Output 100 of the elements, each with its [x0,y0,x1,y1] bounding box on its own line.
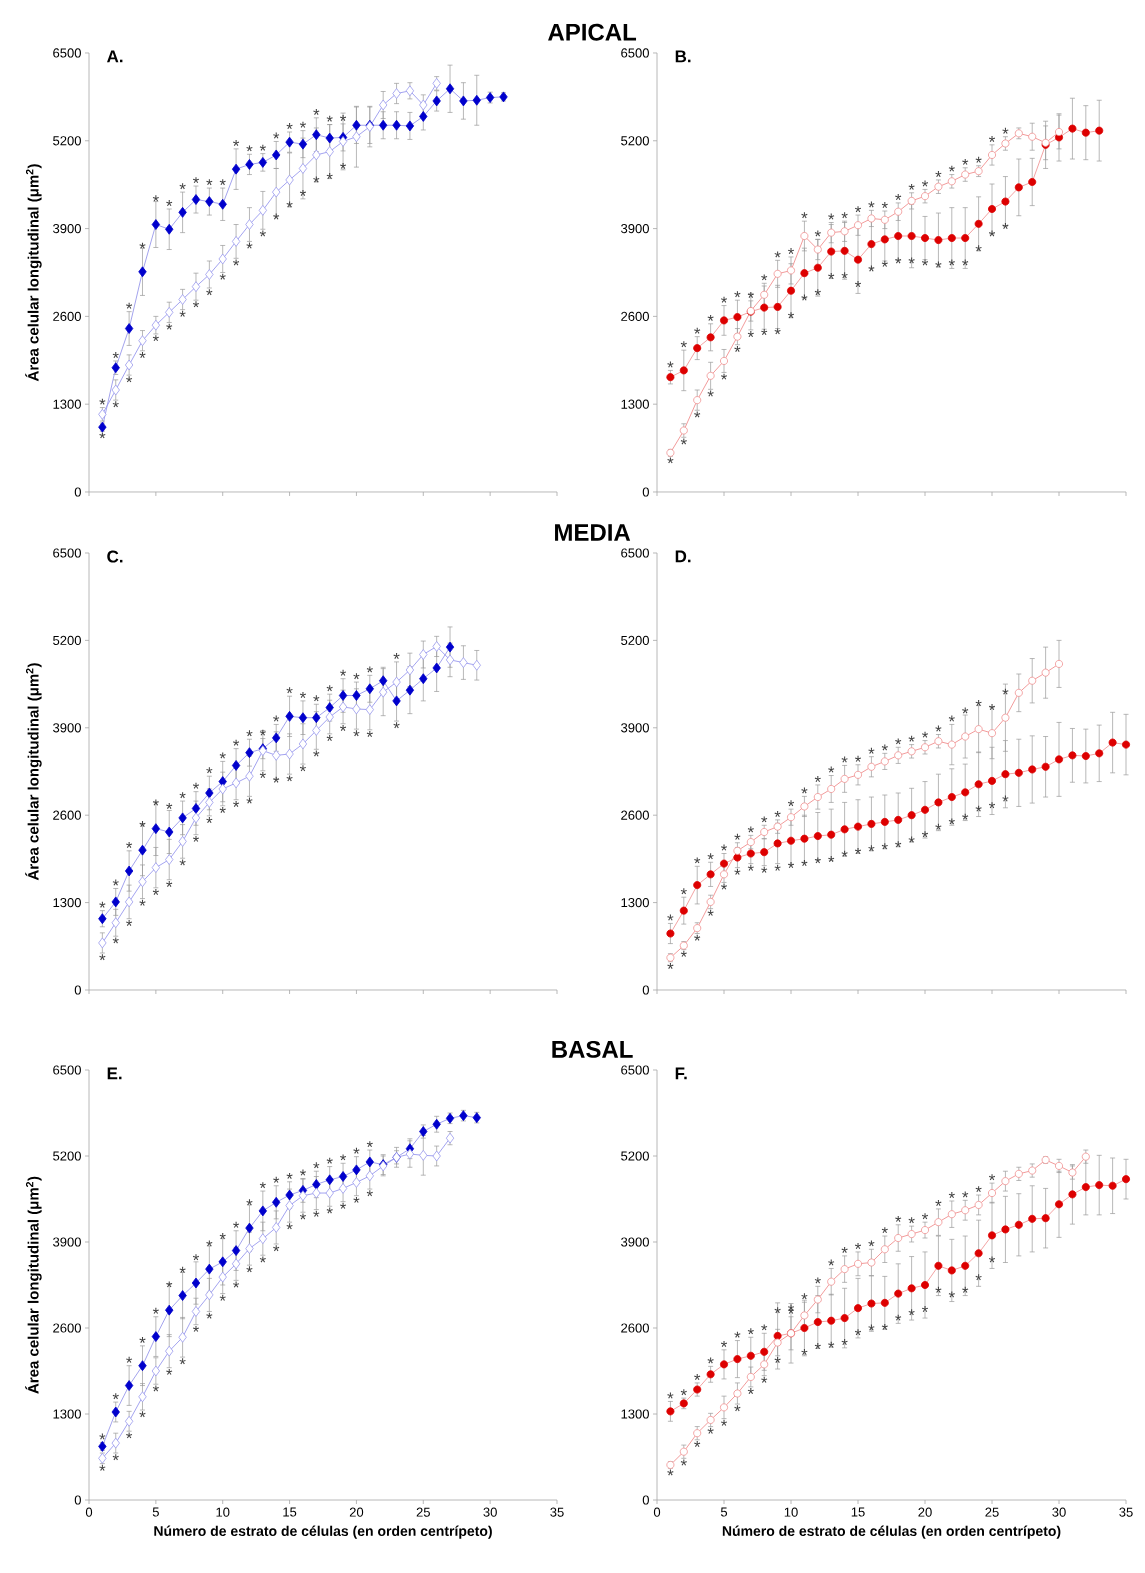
x-tick-label: 15 [283,1507,297,1517]
data-label: * [720,844,728,851]
data-label: * [219,273,226,280]
data-label: * [921,1213,929,1220]
data-label: * [921,1306,929,1313]
data-label: * [680,341,687,348]
data-label: * [908,1309,915,1316]
data-label: * [273,1176,280,1183]
data-label: * [166,880,173,887]
data-label: * [720,1340,728,1347]
data-label: * [139,1411,146,1418]
data-label: * [801,212,808,219]
y-tick-label: 6500 [53,548,81,558]
data-label: * [935,171,942,178]
data-label: * [975,1274,982,1281]
data-label: * [948,1291,955,1298]
data-label: * [814,230,821,237]
y-tick-label: 0 [642,1495,649,1505]
data-label: * [246,145,253,152]
data-label: * [680,1459,687,1466]
data-label: * [353,730,360,737]
data-label: * [747,291,754,298]
data-label: * [206,767,213,774]
data-label: * [935,1286,942,1293]
data-label: * [139,821,146,828]
data-label: * [962,1191,969,1198]
data-label: * [326,735,333,742]
data-label: * [707,1357,714,1364]
data-label: * [841,850,848,857]
data-label: * [206,1312,213,1319]
data-label: * [948,259,955,266]
y-tick-label: 1300 [53,1409,81,1419]
data-label: * [340,724,347,731]
text: BASAL [552,1040,633,1058]
data-label: * [720,1419,728,1426]
data-label: * [734,868,741,875]
data-label: * [667,1392,674,1399]
x-tick-label: 5 [720,1507,728,1517]
data-label: * [179,183,186,190]
data-label: * [948,818,955,825]
data-label: * [747,331,754,338]
y-tick-label: 0 [74,1495,81,1505]
data-label: * [99,1464,106,1471]
data-label: * [975,1186,982,1193]
data-label: * [895,738,902,745]
data-label: * [99,398,106,405]
data-label: * [313,1162,320,1169]
data-label: * [1002,688,1009,695]
data-label: * [854,206,862,213]
data-label: * [854,281,862,288]
data-label: * [299,121,306,128]
y-tick-label: 5200 [53,1151,81,1161]
data-label: * [192,301,200,308]
data-label: * [988,802,996,809]
data-label: * [895,257,902,264]
data-label: * [259,772,266,778]
data-label: * [179,1358,186,1365]
data-label: * [774,1307,781,1314]
x-axis-title: Número de estrato de células (en orden centrípeto) [722,1525,1061,1539]
data-label: * [761,274,768,281]
data-label: * [152,195,159,202]
data-label: * [393,653,400,659]
data-label: * [908,735,915,742]
y-axis-title: Área celular longitudinal (μm$^{2}$) [25,1176,42,1394]
x-tick-label: 35 [550,1507,564,1517]
data-label: * [192,177,200,184]
data-label: * [694,327,701,334]
data-label: * [219,1233,226,1240]
data-label: * [393,722,400,729]
y-tick-label: 1300 [621,1409,649,1419]
data-label: * [828,766,835,773]
data-label: * [908,836,915,843]
data-label: * [273,213,280,220]
y-tick-label: 2600 [53,810,81,820]
y-tick-label: 5200 [53,136,81,146]
data-label: * [366,1190,373,1197]
data-label: * [667,457,674,464]
x-tick-label: 10 [216,1507,230,1517]
data-label: * [747,864,754,871]
data-label: * [694,1374,701,1380]
data-label: * [179,1266,186,1273]
data-label: * [801,787,808,794]
data-label: * [340,1202,347,1209]
chart-title: B. [675,50,691,63]
data-label: * [139,242,146,249]
data-label: * [667,361,674,368]
data-label: * [814,1343,821,1350]
y-tick-label: 0 [642,985,649,995]
data-label: * [841,1339,848,1346]
data-label: * [353,1147,360,1154]
data-label: * [787,800,795,807]
data-label: * [895,1314,902,1321]
y-tick-label: 2600 [621,810,649,820]
data-label: * [962,1286,969,1293]
data-label: * [206,1240,213,1247]
y-axis-title: Área celular longitudinal (μm$^{2}$) [25,164,42,382]
data-label: * [166,1368,173,1375]
x-tick-label: 0 [653,1507,661,1517]
data-label: * [313,1210,320,1217]
data-label: * [895,194,902,200]
